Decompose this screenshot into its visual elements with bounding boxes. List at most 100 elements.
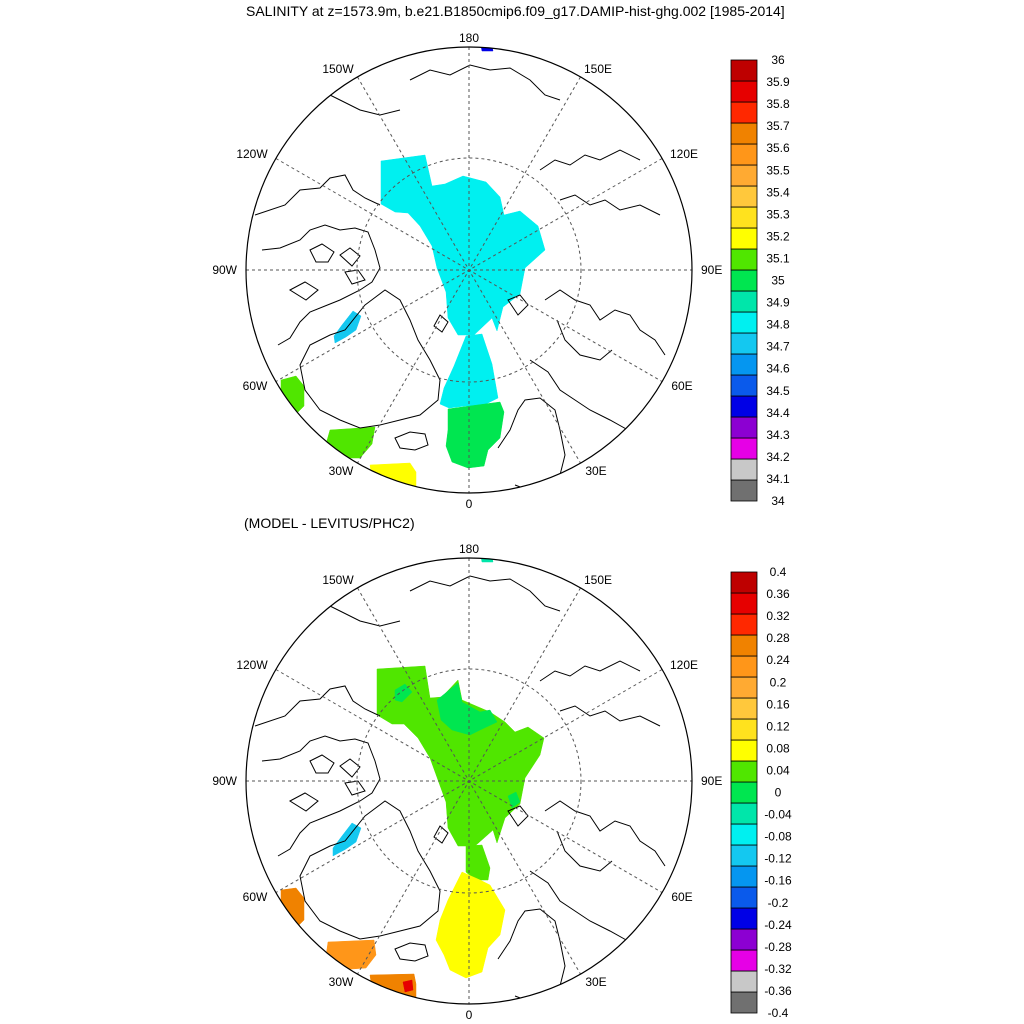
colorbar-tick-label: -0.04	[764, 808, 792, 822]
lon-label-120e: 120E	[670, 658, 698, 672]
fram-strait-field	[465, 844, 491, 881]
colorbar-swatch	[730, 122, 758, 145]
arctic-interior-field	[380, 154, 546, 336]
salinity-colorbar: 34 34.1 34.2 34.3 34.4 34.5 34.6 34.7 34.8 34.9 35…	[730, 53, 790, 508]
colorbar-swatch	[730, 374, 758, 397]
colorbar-tick-label: 0.36	[766, 587, 790, 601]
colorbar-swatch	[730, 592, 758, 615]
colorbar-swatch	[730, 697, 758, 720]
lon-label-0: 0	[466, 1008, 473, 1022]
coastlines	[254, 575, 666, 1002]
colorbar-tick-label: -0.08	[764, 830, 792, 844]
lon-label-90e: 90E	[701, 774, 722, 788]
norwegian-sea-field	[435, 871, 506, 979]
lon-label-30e: 30E	[585, 975, 606, 989]
colorbar-tick-label: 34.5	[766, 384, 790, 398]
colorbar-tick-label: -0.24	[764, 918, 792, 932]
colorbar-tick-label: 35.9	[766, 75, 790, 89]
colorbar-tick-label: 0.2	[770, 675, 787, 689]
colorbar-swatch	[730, 332, 758, 355]
graticule	[246, 558, 692, 1004]
colorbar-tick-label: 35	[771, 274, 785, 288]
colorbar-swatch	[730, 395, 758, 418]
difference-colorbar: -0.4 -0.36 -0.32 -0.28 -0.24 -0.2 -0.16 -0.12 -0…	[730, 565, 792, 1020]
colorbar-tick-label: 34.3	[766, 428, 790, 442]
colorbar-swatch	[730, 655, 758, 678]
lon-label-180: 180	[459, 542, 479, 556]
colorbar-tick-label: -0.28	[764, 940, 792, 954]
colorbar-swatch	[730, 571, 758, 594]
colorbar-swatch	[730, 781, 758, 804]
colorbar-swatch	[730, 886, 758, 909]
colorbar-swatch	[730, 143, 758, 166]
salinity-map-panel: 180 0 90W 90E 150W 150E 120W 120E 60W 60…	[212, 31, 722, 511]
colorbar-tick-label: -0.12	[764, 852, 792, 866]
colorbar-tick-label: -0.32	[764, 962, 792, 976]
lon-label-180: 180	[459, 31, 479, 45]
colorbar-swatch	[730, 991, 758, 1014]
colorbar-swatch	[730, 970, 758, 993]
colorbar-tick-label: 35.5	[766, 163, 790, 177]
colorbar-swatch	[730, 269, 758, 292]
colorbar-tick-label: 0.24	[766, 653, 790, 667]
difference-panel-title: (MODEL - LEVITUS/PHC2)	[244, 515, 415, 531]
colorbar-swatch	[730, 290, 758, 313]
near-pole-patch-field	[507, 791, 521, 809]
lon-label-60w: 60W	[243, 890, 268, 904]
colorbar-tick-label: 34.6	[766, 362, 790, 376]
colorbar-tick-label: 35.3	[766, 207, 790, 221]
colorbar-tick-label: -0.16	[764, 874, 792, 888]
colorbar-swatch	[730, 185, 758, 208]
colorbar-swatch	[730, 458, 758, 481]
colorbar-swatch	[730, 59, 758, 82]
colorbar-tick-label: 34.8	[766, 318, 790, 332]
colorbar-swatch	[730, 80, 758, 103]
colorbar-tick-label: 0.32	[766, 609, 790, 623]
colorbar-swatch	[730, 844, 758, 867]
colorbar-swatch	[730, 718, 758, 741]
colorbar-swatch	[730, 865, 758, 888]
baffin-bay-field	[332, 822, 362, 857]
norwegian-sea-field	[445, 401, 505, 469]
colorbar-swatch	[730, 634, 758, 657]
lon-label-60e: 60E	[671, 379, 692, 393]
lon-label-90w: 90W	[212, 774, 237, 788]
colorbar-tick-label: 36	[771, 53, 785, 67]
colorbar-tick-label: 34.9	[766, 296, 790, 310]
colorbar-tick-label: -0.4	[768, 1006, 789, 1020]
lon-label-150e: 150E	[584, 62, 612, 76]
colorbar-tick-label: 0.4	[770, 565, 787, 579]
colorbar-swatch	[730, 101, 758, 124]
colorbar-swatch	[730, 928, 758, 951]
colorbar-swatch	[730, 206, 758, 229]
coastlines	[254, 64, 666, 491]
colorbar-tick-label: 35.7	[766, 119, 790, 133]
colorbar-tick-label: 35.6	[766, 141, 790, 155]
colorbar-tick-label: 34.1	[766, 472, 790, 486]
lon-label-90w: 90W	[212, 263, 237, 277]
lon-label-30w: 30W	[329, 975, 354, 989]
lon-label-150e: 150E	[584, 573, 612, 587]
colorbar-swatch	[730, 479, 758, 502]
colorbar-tick-label: 35.2	[766, 229, 790, 243]
difference-map-panel: 180 0 90W 90E 150W 150E 120W 120E 60W 60…	[212, 542, 722, 1022]
colorbar-swatch	[730, 164, 758, 187]
colorbar-swatch	[730, 802, 758, 825]
iceland-basin-max-field	[402, 979, 414, 993]
colorbar-tick-label: 0	[775, 786, 782, 800]
colorbar-swatch	[730, 823, 758, 846]
lon-label-60w: 60W	[243, 379, 268, 393]
near-pole-patch-field	[394, 683, 413, 703]
colorbar-swatch	[730, 437, 758, 460]
colorbar-swatch	[730, 227, 758, 250]
colorbar-tick-label: 34.4	[766, 406, 790, 420]
salinity-field	[246, 47, 692, 493]
colorbar-swatch	[730, 949, 758, 972]
colorbar-swatch	[730, 676, 758, 699]
colorbar-tick-label: -0.36	[764, 984, 792, 998]
colorbar-tick-label: 35.4	[766, 185, 790, 199]
colorbar-tick-label: 0.08	[766, 741, 790, 755]
colorbar-swatch	[730, 353, 758, 376]
colorbar-tick-label: 0.28	[766, 631, 790, 645]
iceland-basin-field	[369, 462, 417, 493]
